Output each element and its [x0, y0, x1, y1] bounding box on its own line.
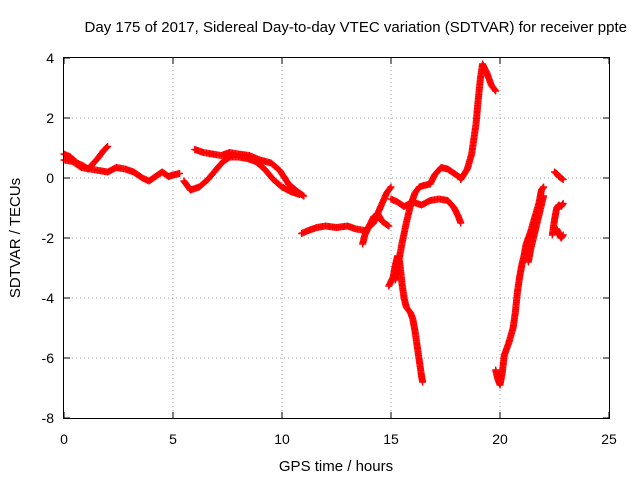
data-point: [385, 222, 393, 230]
data-point: [558, 232, 566, 240]
y-tick-labels: -8 -6 -4 -2 0 2 4: [42, 50, 55, 426]
y-tick-label: -8: [42, 410, 55, 426]
x-axis-label: GPS time / hours: [279, 458, 393, 475]
y-tick-label: -4: [42, 290, 55, 306]
data-point: [492, 87, 500, 95]
data-points: [60, 60, 567, 389]
data-point: [540, 183, 548, 191]
y-tick-label: 0: [46, 170, 54, 186]
y-tick-label: -2: [42, 230, 55, 246]
data-point: [176, 170, 184, 177]
data-point: [559, 231, 567, 239]
data-point: [419, 378, 427, 386]
data-point: [457, 219, 465, 227]
data-point: [300, 192, 308, 200]
data-point: [491, 86, 499, 94]
data-point: [387, 183, 395, 191]
x-tick-label: 10: [274, 431, 290, 447]
y-tick-label: 2: [46, 110, 54, 126]
data-point: [104, 143, 112, 150]
x-tick-label: 25: [601, 431, 617, 447]
plot-frame: [63, 57, 610, 419]
data-point: [103, 143, 111, 151]
x-tick-labels: 0 5 10 15 20 25: [60, 431, 617, 447]
data-point: [299, 191, 307, 199]
x-tick-label: 5: [169, 431, 177, 447]
data-point: [540, 192, 548, 200]
data-point: [558, 201, 566, 208]
data-point: [558, 175, 566, 183]
data-point: [386, 184, 394, 192]
grid-lines: [64, 58, 609, 418]
y-tick-label: -6: [42, 350, 55, 366]
y-tick-label: 4: [46, 50, 54, 66]
data-point: [539, 184, 547, 192]
data-point: [559, 176, 567, 183]
data-point: [384, 221, 392, 229]
y-axis-label: SDTVAR / TECUs: [7, 178, 24, 298]
data-point: [559, 200, 567, 207]
x-tick-label: 0: [60, 431, 68, 447]
x-tick-label: 15: [383, 431, 399, 447]
chart-title: Day 175 of 2017, Sidereal Day-to-day VTE…: [85, 19, 627, 36]
x-tick-label: 20: [492, 431, 508, 447]
